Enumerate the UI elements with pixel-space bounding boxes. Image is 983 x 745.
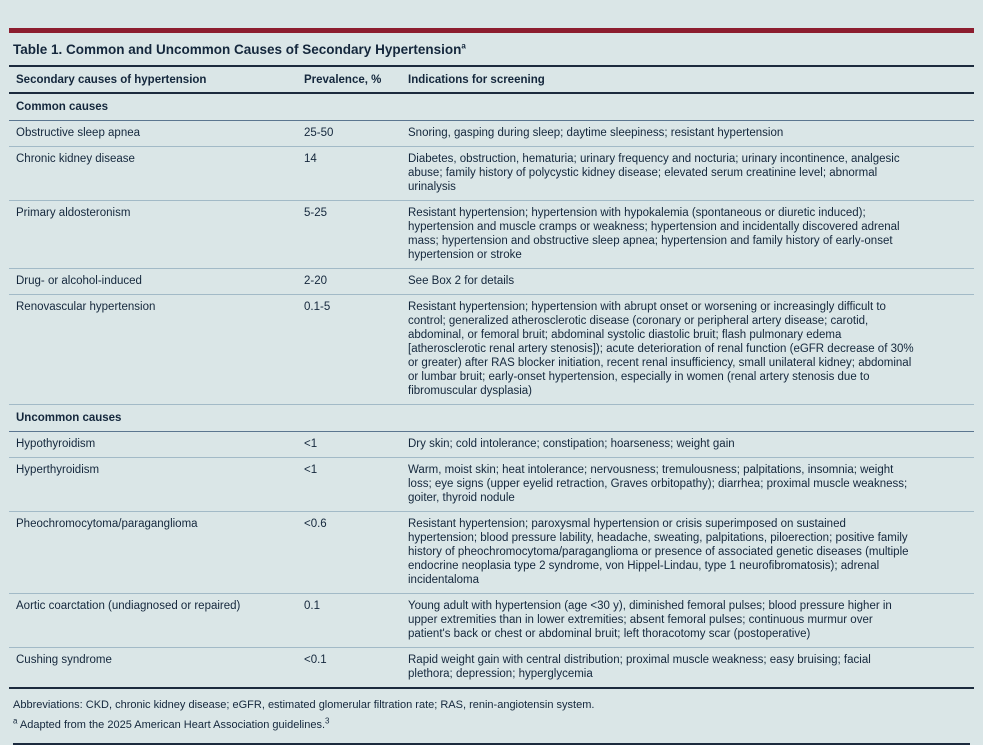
section-label: Uncommon causes — [9, 404, 974, 432]
cause-cell: Hypothyroidism — [9, 431, 297, 458]
cause-cell: Cushing syndrome — [9, 647, 297, 689]
indications-cell: Resistant hypertension; hypertension wit… — [401, 294, 974, 405]
cause-cell: Aortic coarctation (undiagnosed or repai… — [9, 593, 297, 648]
indications-cell: Snoring, gasping during sleep; daytime s… — [401, 120, 974, 147]
table-row: Hyperthyroidism <1 Warm, moist skin; hea… — [9, 457, 974, 512]
column-header-cause: Secondary causes of hypertension — [9, 67, 297, 94]
column-header-indications: Indications for screening — [401, 67, 974, 94]
table-row: Renovascular hypertension 0.1-5 Resistan… — [9, 294, 974, 405]
prevalence-cell: 2-20 — [297, 268, 401, 295]
table-title-text: Table 1. Common and Uncommon Causes of S… — [13, 42, 462, 57]
prevalence-cell: <1 — [297, 457, 401, 512]
indications-cell: Resistant hypertension; hypertension wit… — [401, 200, 974, 269]
footnote-line: a Adapted from the 2025 American Heart A… — [13, 716, 970, 731]
table-row: Chronic kidney disease 14 Diabetes, obst… — [9, 146, 974, 201]
secondary-hypertension-table: Secondary causes of hypertension Prevale… — [9, 67, 974, 689]
table-title-footnote-marker: a — [461, 41, 466, 51]
prevalence-cell: 0.1 — [297, 593, 401, 648]
section-header-row: Common causes — [9, 93, 974, 121]
footnote-marker: a — [13, 716, 18, 726]
footnote-text: Adapted from the 2025 American Heart Ass… — [17, 719, 326, 731]
header-row: Secondary causes of hypertension Prevale… — [9, 67, 974, 94]
table-accent-bar — [9, 28, 974, 33]
abbreviations-line: Abbreviations: CKD, chronic kidney disea… — [13, 699, 595, 711]
table-title: Table 1. Common and Uncommon Causes of S… — [9, 33, 974, 67]
prevalence-cell: <1 — [297, 431, 401, 458]
cause-cell: Primary aldosteronism — [9, 200, 297, 269]
table-body: Common causes Obstructive sleep apnea 25… — [9, 93, 974, 689]
column-header-prevalence: Prevalence, % — [297, 67, 401, 94]
footnote-reference-number: 3 — [325, 716, 330, 726]
table-row: Obstructive sleep apnea 25-50 Snoring, g… — [9, 120, 974, 147]
cause-cell: Renovascular hypertension — [9, 294, 297, 405]
prevalence-cell: <0.6 — [297, 511, 401, 594]
table-row: Hypothyroidism <1 Dry skin; cold intoler… — [9, 431, 974, 458]
prevalence-cell: 0.1-5 — [297, 294, 401, 405]
cause-cell: Pheochromocytoma/paraganglioma — [9, 511, 297, 594]
section-label: Common causes — [9, 93, 974, 121]
cause-cell: Drug- or alcohol-induced — [9, 268, 297, 295]
indications-cell: Resistant hypertension; paroxysmal hyper… — [401, 511, 974, 594]
table-row: Pheochromocytoma/paraganglioma <0.6 Resi… — [9, 511, 974, 594]
table-row: Aortic coarctation (undiagnosed or repai… — [9, 593, 974, 648]
indications-cell: See Box 2 for details — [401, 268, 974, 295]
prevalence-cell: 25-50 — [297, 120, 401, 147]
prevalence-cell: 5-25 — [297, 200, 401, 269]
table-row: Drug- or alcohol-induced 2-20 See Box 2 … — [9, 268, 974, 295]
cause-cell: Chronic kidney disease — [9, 146, 297, 201]
cause-cell: Obstructive sleep apnea — [9, 120, 297, 147]
indications-cell: Warm, moist skin; heat intolerance; nerv… — [401, 457, 974, 512]
section-header-row: Uncommon causes — [9, 404, 974, 432]
indications-cell: Young adult with hypertension (age <30 y… — [401, 593, 974, 648]
indications-cell: Dry skin; cold intolerance; constipation… — [401, 431, 974, 458]
indications-cell: Rapid weight gain with central distribut… — [401, 647, 974, 689]
table-row: Cushing syndrome <0.1 Rapid weight gain … — [9, 647, 974, 689]
indications-cell: Diabetes, obstruction, hematuria; urinar… — [401, 146, 974, 201]
table-row: Primary aldosteronism 5-25 Resistant hyp… — [9, 200, 974, 269]
cause-cell: Hyperthyroidism — [9, 457, 297, 512]
prevalence-cell: <0.1 — [297, 647, 401, 689]
prevalence-cell: 14 — [297, 146, 401, 201]
